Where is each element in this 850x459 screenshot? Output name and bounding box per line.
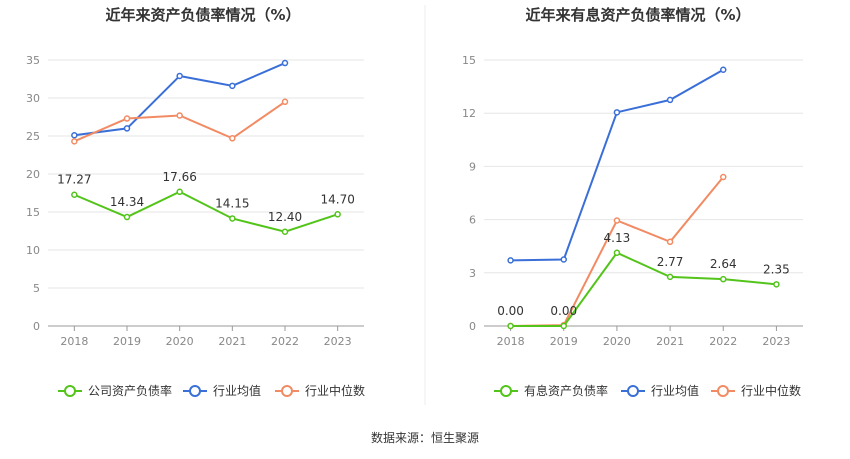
data-label: 17.27 <box>57 173 91 187</box>
chart-title: 近年来有息资产负债率情况（%） <box>525 6 750 24</box>
x-tick-label: 2021 <box>218 335 246 348</box>
y-tick-label: 0 <box>469 320 476 333</box>
data-point <box>507 322 514 330</box>
data-label: 0.00 <box>550 304 577 318</box>
data-label: 14.34 <box>110 195 144 209</box>
x-tick-label: 2022 <box>709 335 737 348</box>
data-label: 4.13 <box>604 231 631 245</box>
legend-swatch-marker <box>717 385 729 397</box>
data-point <box>229 215 236 222</box>
data-label: 2.35 <box>763 262 790 276</box>
y-tick-label: 20 <box>26 168 40 181</box>
legend-label: 行业均值 <box>213 383 261 398</box>
y-tick-label: 35 <box>26 54 40 67</box>
data-point <box>281 228 289 236</box>
data-point <box>720 173 727 181</box>
series-line <box>73 100 286 143</box>
x-tick-label: 2022 <box>271 335 299 348</box>
debt-ratio-chart: 近年来资产负债率情况（%） 0 5 10 15 20 25 30 35 2018 2019 2020 2… <box>26 6 365 398</box>
data-point <box>613 217 621 224</box>
data-point <box>71 131 78 139</box>
series-line <box>73 190 338 233</box>
data-point <box>229 135 236 142</box>
legend-label: 行业均值 <box>651 383 699 398</box>
y-tick-label: 12 <box>462 107 476 120</box>
data-point <box>666 273 674 281</box>
y-tick-label: 6 <box>469 214 476 227</box>
x-tick-label: 2018 <box>497 335 525 348</box>
data-label: 17.66 <box>162 170 196 184</box>
data-label: 14.70 <box>320 192 354 206</box>
x-tick-label: 2020 <box>603 335 631 348</box>
data-source-note: 数据来源：恒生聚源 <box>370 431 479 445</box>
data-point <box>123 125 131 132</box>
y-tick-label: 15 <box>26 206 40 219</box>
y-tick-label: 25 <box>26 130 40 143</box>
data-point <box>176 112 183 119</box>
data-label: 12.40 <box>268 210 302 224</box>
data-point <box>176 72 183 80</box>
data-point <box>71 138 78 145</box>
legend-swatch-marker <box>189 385 201 397</box>
legend-swatch-marker <box>627 385 639 397</box>
legend-label: 行业中位数 <box>305 383 365 398</box>
data-point <box>281 98 289 106</box>
legend-swatch-marker <box>281 385 293 397</box>
data-point <box>71 191 78 198</box>
data-point <box>560 322 567 330</box>
data-point <box>123 115 131 122</box>
x-tick-label: 2018 <box>60 335 88 348</box>
data-point <box>720 66 727 74</box>
legend-swatch-marker <box>64 385 76 397</box>
data-point <box>720 275 727 283</box>
data-point <box>507 257 514 264</box>
data-point <box>666 238 674 246</box>
data-point <box>613 109 621 116</box>
x-tick-label: 2020 <box>166 335 194 348</box>
y-tick-label: 10 <box>26 244 40 257</box>
data-label: 2.77 <box>657 255 684 269</box>
legend-label: 有息资产负债率 <box>524 383 608 398</box>
y-tick-label: 5 <box>33 282 40 295</box>
legend-swatch-marker <box>500 385 512 397</box>
y-tick-label: 3 <box>469 267 476 280</box>
y-tick-label: 9 <box>469 160 476 173</box>
y-tick-label: 15 <box>462 54 476 67</box>
y-tick-label: 0 <box>33 320 40 333</box>
data-point <box>773 281 780 288</box>
x-tick-label: 2019 <box>550 335 578 348</box>
data-point <box>613 249 621 257</box>
chart-title: 近年来资产负债率情况（%） <box>105 6 300 24</box>
data-label: 0.00 <box>497 304 524 318</box>
data-point <box>560 256 567 263</box>
x-tick-label: 2021 <box>656 335 684 348</box>
data-point <box>281 59 289 67</box>
data-label: 14.15 <box>215 196 249 210</box>
data-point <box>229 82 236 90</box>
data-point <box>176 188 183 196</box>
x-tick-label: 2019 <box>113 335 141 348</box>
legend-label: 公司资产负债率 <box>88 383 172 398</box>
y-tick-label: 30 <box>26 92 40 105</box>
data-point <box>334 211 341 218</box>
data-point <box>123 213 131 221</box>
x-tick-label: 2023 <box>324 335 352 348</box>
legend-label: 行业中位数 <box>741 383 801 398</box>
series-line <box>510 251 777 327</box>
data-point <box>666 96 674 104</box>
interest-debt-ratio-chart: 近年来有息资产负债率情况（%） 0 3 6 9 12 15 2018 2019 2020 2021 2… <box>462 6 803 398</box>
data-label: 2.64 <box>710 257 737 271</box>
x-tick-label: 2023 <box>762 335 790 348</box>
